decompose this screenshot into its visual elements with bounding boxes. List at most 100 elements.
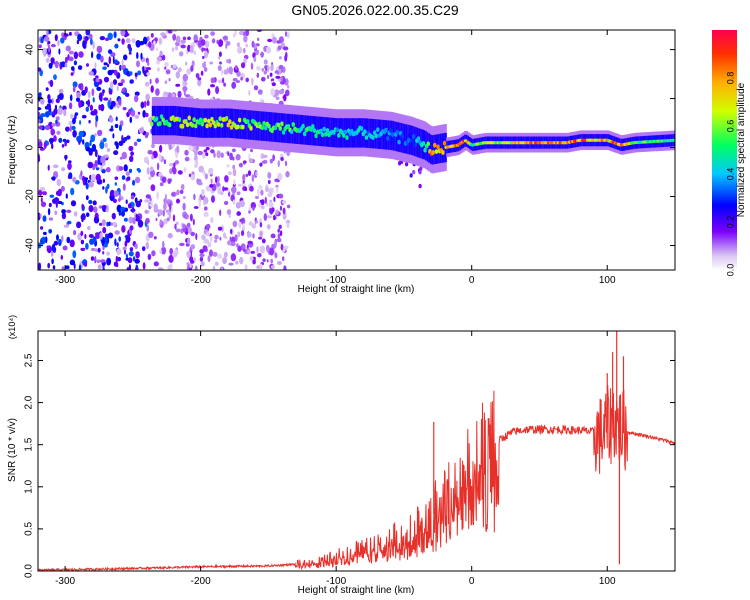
noise-speckle	[235, 80, 240, 83]
noise-speckle	[265, 186, 269, 192]
noise-speckle	[248, 221, 253, 226]
noise-speckle	[282, 207, 286, 215]
noise-speckle	[134, 114, 140, 119]
noise-speckle	[175, 83, 181, 87]
noise-speckle	[183, 88, 186, 96]
ridge-point	[237, 117, 242, 123]
noise-speckle	[213, 152, 216, 158]
signal-spread-point	[418, 170, 422, 175]
ridge-point	[672, 138, 675, 142]
noise-speckle	[58, 48, 61, 55]
noise-speckle	[145, 217, 150, 224]
ridge-point	[280, 121, 284, 127]
noise-speckle	[78, 264, 82, 270]
ridge-point	[249, 125, 253, 131]
noise-speckle	[142, 36, 148, 45]
noise-speckle	[155, 77, 159, 84]
ridge-band	[203, 108, 207, 138]
noise-speckle	[86, 63, 89, 67]
noise-speckle	[237, 245, 242, 252]
noise-speckle	[58, 137, 63, 143]
noise-speckle	[209, 249, 213, 257]
noise-speckle	[266, 224, 271, 230]
noise-speckle	[153, 203, 158, 212]
ridge-point	[400, 133, 405, 139]
noise-speckle	[247, 240, 253, 245]
noise-speckle	[130, 151, 135, 156]
noise-speckle	[245, 43, 248, 48]
y-tick-label: 1.0	[24, 479, 35, 493]
noise-speckle	[214, 239, 218, 243]
noise-speckle	[95, 115, 99, 122]
ridge-point	[198, 117, 203, 123]
ridge-band	[337, 118, 340, 148]
noise-speckle	[71, 66, 75, 71]
noise-speckle	[267, 172, 272, 179]
noise-speckle	[200, 39, 206, 46]
noise-speckle	[156, 47, 159, 52]
ridge-point	[236, 124, 240, 130]
ridge-band	[252, 110, 255, 140]
noise-speckle	[259, 222, 263, 228]
noise-speckle	[248, 158, 254, 164]
noise-speckle	[238, 220, 242, 229]
noise-speckle	[109, 189, 115, 198]
noise-speckle	[276, 237, 282, 243]
noise-speckle	[118, 197, 121, 202]
noise-speckle	[168, 78, 171, 82]
noise-speckle	[128, 51, 132, 55]
noise-speckle	[197, 77, 202, 81]
noise-speckle	[70, 187, 75, 196]
noise-speckle	[62, 105, 67, 111]
ridge-point	[343, 129, 348, 135]
noise-speckle	[277, 45, 282, 51]
ridge-band	[194, 107, 197, 138]
noise-speckle	[204, 67, 208, 72]
noise-speckle	[132, 179, 136, 186]
ridge-band	[382, 119, 385, 150]
noise-speckle	[164, 193, 167, 202]
noise-speckle	[216, 39, 219, 45]
noise-speckle	[202, 62, 206, 69]
noise-speckle	[245, 77, 249, 83]
noise-speckle	[227, 188, 230, 193]
noise-speckle	[94, 256, 97, 264]
noise-speckle	[228, 262, 234, 266]
noise-speckle	[77, 233, 82, 241]
noise-speckle	[241, 182, 246, 187]
noise-speckle	[219, 61, 222, 65]
noise-speckle	[94, 248, 98, 252]
noise-speckle	[81, 203, 84, 210]
noise-speckle	[159, 182, 164, 187]
noise-speckle	[243, 58, 248, 64]
noise-speckle	[54, 60, 59, 69]
noise-speckle	[273, 214, 276, 221]
y-tick-label: 0	[25, 144, 36, 150]
noise-speckle	[175, 45, 178, 51]
noise-speckle	[171, 47, 175, 52]
noise-speckle	[46, 30, 49, 37]
noise-speckle	[40, 226, 44, 230]
noise-speckle	[127, 203, 132, 209]
noise-speckle	[222, 77, 225, 84]
snr-y-multiplier: (x10⁴)	[7, 315, 17, 339]
noise-speckle	[263, 70, 267, 75]
noise-speckle	[148, 176, 152, 180]
noise-speckle	[119, 156, 123, 160]
noise-speckle	[228, 66, 234, 75]
noise-speckle	[175, 150, 179, 159]
noise-speckle	[50, 57, 55, 64]
noise-speckle	[137, 169, 141, 173]
noise-speckle	[228, 58, 232, 64]
noise-speckle	[257, 89, 263, 95]
noise-speckle	[186, 250, 191, 258]
y-tick-label: -40	[25, 238, 36, 253]
noise-speckle	[150, 184, 156, 192]
noise-speckle	[187, 226, 192, 234]
noise-speckle	[286, 31, 290, 39]
noise-speckle	[162, 54, 166, 61]
noise-speckle	[125, 171, 130, 176]
noise-speckle	[62, 138, 67, 143]
noise-speckle	[260, 189, 264, 196]
noise-speckle	[85, 177, 87, 186]
